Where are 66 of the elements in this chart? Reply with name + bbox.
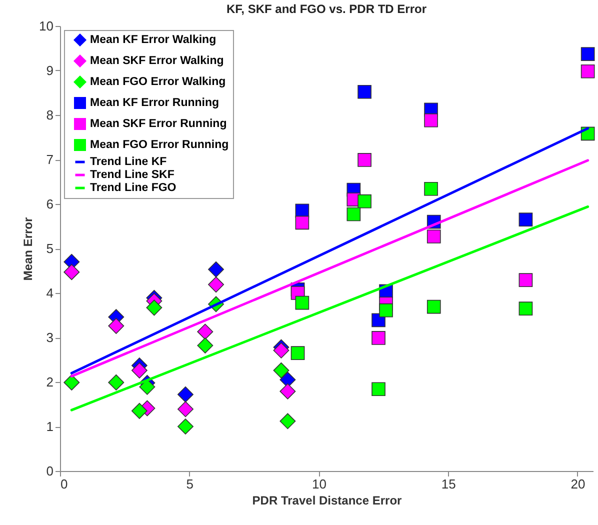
point (64, 264, 80, 280)
point (358, 194, 372, 208)
point (197, 324, 214, 340)
point (358, 84, 372, 99)
point (518, 302, 533, 316)
point (273, 342, 290, 358)
legend-label: Mean KF Error Walking (90, 34, 216, 46)
point (208, 276, 224, 293)
y-tick-label: 7 (46, 152, 54, 167)
x-tick-label: 5 (186, 476, 194, 492)
point (295, 296, 310, 310)
x-tick-label: 15 (441, 476, 456, 492)
y-tick-label: 4 (46, 286, 54, 300)
point (518, 273, 533, 288)
point (372, 382, 386, 396)
y-tick-label: 10 (39, 18, 54, 34)
y-tick-label: 0 (46, 464, 54, 478)
point (139, 378, 156, 395)
y-tick-label: 1 (46, 419, 54, 434)
legend-label: Mean FGO Error Walking (90, 76, 226, 88)
point (208, 261, 224, 278)
x-axis-title: PDR Travel Distance Error (252, 494, 402, 508)
point (280, 413, 296, 430)
point (358, 153, 372, 167)
point (178, 386, 194, 402)
point (518, 212, 533, 226)
point (280, 383, 296, 400)
legend-label: Trend Line SKF (90, 169, 174, 181)
point (290, 346, 305, 360)
point (426, 300, 441, 314)
point (580, 47, 595, 61)
legend-label: Mean SKF Error Walking (90, 55, 224, 67)
point (178, 418, 194, 434)
point (273, 362, 290, 378)
point (131, 402, 148, 419)
point (424, 113, 438, 128)
legend-label: Mean SKF Error Running (90, 118, 227, 130)
point (131, 362, 148, 378)
y-tick-label: 2 (46, 374, 54, 390)
y-axis-title: Mean Error (21, 217, 36, 281)
point (426, 230, 441, 244)
point (64, 374, 80, 390)
point (346, 207, 361, 222)
point (372, 331, 386, 345)
legend-label: Trend Line FGO (90, 182, 176, 194)
legend-label: Trend Line KF (90, 156, 167, 168)
y-tick-label: 6 (46, 196, 54, 212)
legend-label: Mean FGO Error Running (90, 139, 229, 151)
point (146, 300, 162, 316)
point (178, 401, 194, 418)
chart-title: KF, SKF and FGO vs. PDR TD Error (226, 2, 427, 16)
y-tick-label: 3 (46, 330, 54, 345)
y-tick-label: 9 (46, 63, 54, 78)
point (424, 182, 438, 196)
point (108, 374, 124, 390)
legend-label: Mean KF Error Running (90, 97, 220, 109)
point (197, 338, 214, 354)
y-tick-label: 8 (46, 108, 54, 122)
point (379, 303, 393, 318)
y-tick-label: 5 (46, 241, 54, 256)
x-tick-label: 0 (60, 476, 68, 492)
x-tick-label: 20 (570, 476, 586, 492)
point (580, 64, 595, 78)
x-tick-label: 10 (312, 476, 326, 492)
point (108, 318, 124, 334)
point (295, 216, 310, 230)
